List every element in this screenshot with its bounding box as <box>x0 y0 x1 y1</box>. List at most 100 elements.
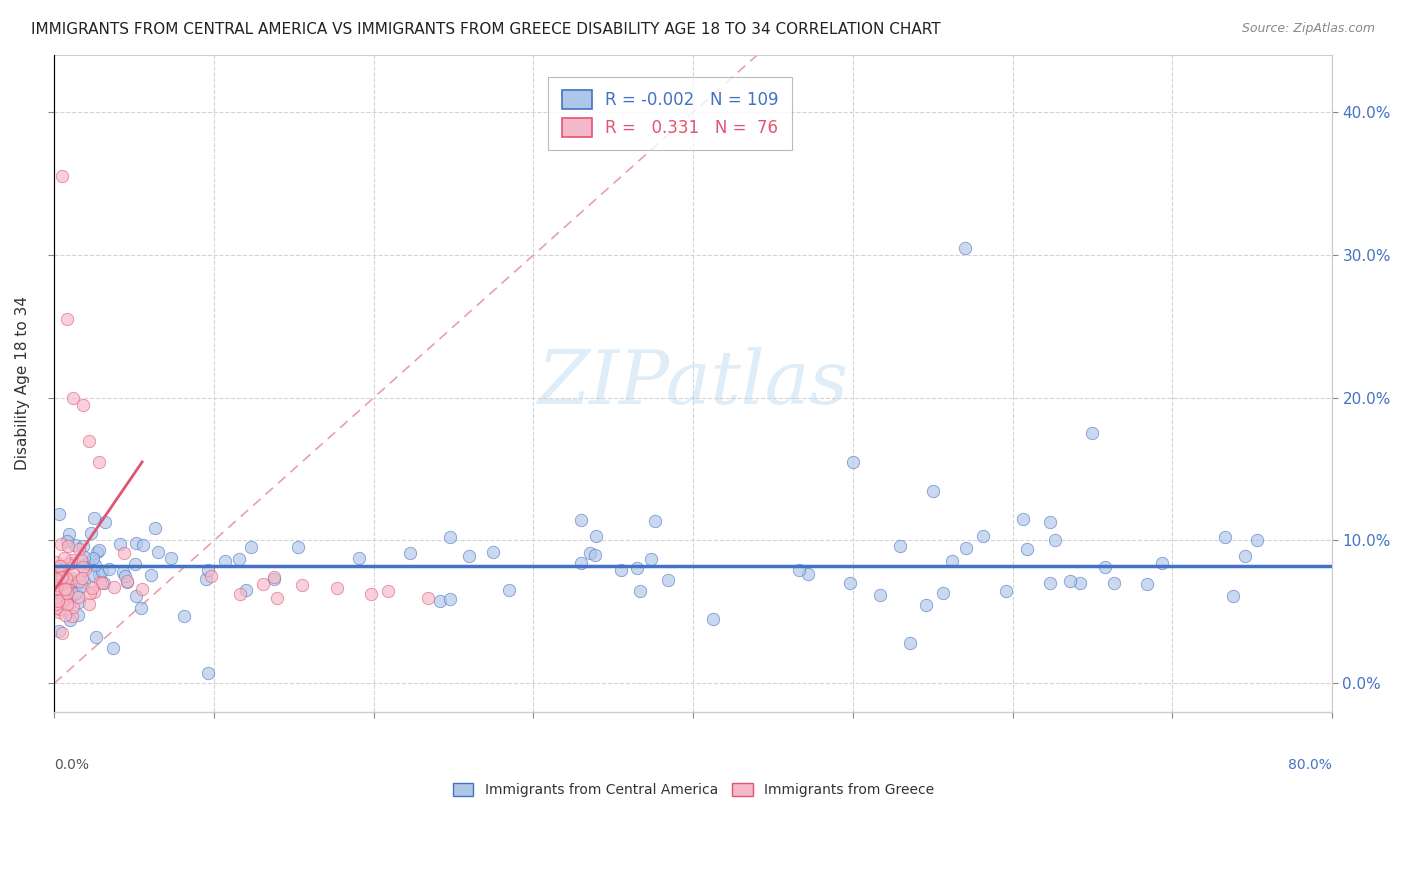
Point <box>326 581 349 595</box>
Point <box>73 557 96 571</box>
Point <box>200 568 222 582</box>
Point <box>66 590 89 604</box>
Point <box>53 608 76 623</box>
Point <box>131 582 153 597</box>
Point <box>86 545 108 559</box>
Point <box>45 586 67 600</box>
Point <box>110 537 132 551</box>
Point <box>197 563 219 577</box>
Point <box>114 568 136 582</box>
Point <box>52 590 75 604</box>
Point <box>228 552 250 566</box>
Point <box>657 573 679 587</box>
Point <box>46 559 69 574</box>
Point <box>578 546 600 560</box>
Text: 0.0%: 0.0% <box>55 757 90 772</box>
Point <box>115 574 138 588</box>
Point <box>62 391 84 405</box>
Point <box>83 585 105 599</box>
Point <box>921 483 943 498</box>
Point <box>194 573 217 587</box>
Point <box>1136 577 1159 591</box>
Point <box>941 554 963 568</box>
Point <box>263 570 285 584</box>
Point <box>1213 530 1236 544</box>
Point <box>1039 576 1062 591</box>
Point <box>60 574 83 589</box>
Point <box>80 525 103 540</box>
Point <box>569 513 592 527</box>
Point <box>56 312 79 326</box>
Point <box>842 455 865 469</box>
Point <box>51 569 73 583</box>
Point <box>994 584 1017 599</box>
Point <box>53 582 76 597</box>
Point <box>52 558 75 573</box>
Point <box>640 552 662 566</box>
Point <box>94 515 117 529</box>
Y-axis label: Disability Age 18 to 34: Disability Age 18 to 34 <box>15 296 30 470</box>
Point <box>229 587 252 601</box>
Point <box>73 562 96 576</box>
Point <box>56 597 79 611</box>
Legend: Immigrants from Central America, Immigrants from Greece: Immigrants from Central America, Immigra… <box>447 778 939 803</box>
Point <box>1059 574 1081 589</box>
Point <box>1102 575 1125 590</box>
Point <box>79 586 101 600</box>
Point <box>103 580 125 594</box>
Point <box>481 545 503 559</box>
Point <box>1150 556 1173 570</box>
Point <box>148 545 170 559</box>
Point <box>58 527 80 541</box>
Text: 80.0%: 80.0% <box>1288 757 1331 772</box>
Point <box>69 552 91 566</box>
Point <box>58 539 80 553</box>
Point <box>67 608 90 623</box>
Point <box>60 570 83 584</box>
Point <box>51 570 73 584</box>
Point <box>45 569 67 583</box>
Point <box>48 508 70 522</box>
Point <box>48 624 70 638</box>
Point <box>67 574 90 589</box>
Point <box>48 583 70 598</box>
Point <box>585 529 607 543</box>
Point <box>252 577 274 591</box>
Point <box>839 576 862 591</box>
Point <box>89 574 111 589</box>
Point <box>915 598 938 612</box>
Point <box>79 434 101 448</box>
Point <box>49 602 72 616</box>
Point <box>263 572 285 586</box>
Point <box>360 587 382 601</box>
Point <box>48 570 70 584</box>
Point <box>82 551 104 566</box>
Point <box>55 576 77 591</box>
Point <box>173 608 195 623</box>
Point <box>59 613 82 627</box>
Point <box>1234 549 1257 563</box>
Point <box>93 576 115 591</box>
Point <box>58 557 80 571</box>
Point <box>73 549 96 564</box>
Point <box>70 571 93 585</box>
Point <box>628 584 651 599</box>
Point <box>112 546 135 560</box>
Point <box>498 583 520 598</box>
Point <box>73 574 96 589</box>
Point <box>953 241 976 255</box>
Point <box>46 573 69 587</box>
Point <box>889 539 911 553</box>
Point <box>1017 541 1039 556</box>
Point <box>82 568 104 582</box>
Point <box>626 561 648 575</box>
Point <box>132 538 155 552</box>
Point <box>84 630 107 644</box>
Point <box>46 594 69 608</box>
Point <box>1222 589 1244 603</box>
Point <box>45 555 67 569</box>
Point <box>439 531 461 545</box>
Point <box>439 591 461 606</box>
Point <box>83 558 105 573</box>
Point <box>124 589 146 603</box>
